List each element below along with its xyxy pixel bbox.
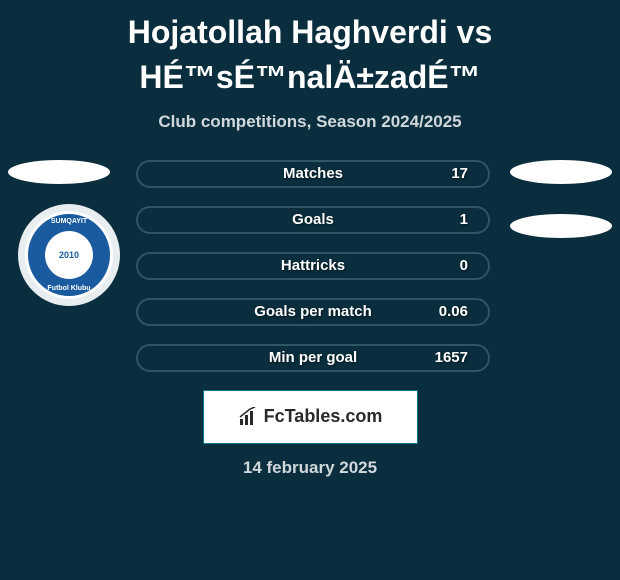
- stat-value: 0: [460, 257, 468, 274]
- stat-label: Matches: [283, 165, 343, 182]
- club-name-bottom: Futbol Klubu: [47, 285, 90, 292]
- subtitle: Club competitions, Season 2024/2025: [0, 100, 620, 160]
- stat-row: Min per goal 1657: [136, 344, 490, 372]
- club-name-top: SUMQAYIT: [51, 218, 87, 225]
- club-year: 2010: [45, 231, 93, 279]
- club-logo-badge: SUMQAYIT 2010 Futbol Klubu: [25, 211, 113, 299]
- stats-list: Matches 17 Goals 1 Hattricks 0 Goals per…: [136, 160, 490, 372]
- stat-value: 17: [451, 165, 468, 182]
- stat-value: 1657: [435, 349, 468, 366]
- stat-row: Goals 1: [136, 206, 490, 234]
- left-pill-placeholder: [8, 160, 110, 184]
- footer-source: FcTables.com: [203, 390, 418, 444]
- stat-value: 0.06: [439, 303, 468, 320]
- stat-label: Min per goal: [269, 349, 357, 366]
- stat-row: Hattricks 0: [136, 252, 490, 280]
- stat-row: Goals per match 0.06: [136, 298, 490, 326]
- stat-label: Goals per match: [254, 303, 372, 320]
- right-pill-placeholder-1: [510, 160, 612, 184]
- page-title: Hojatollah Haghverdi vs HÉ™sÉ™nalÄ±zadÉ™: [0, 0, 620, 100]
- right-pill-placeholder-2: [510, 214, 612, 238]
- stat-row: Matches 17: [136, 160, 490, 188]
- stats-container: SUMQAYIT 2010 Futbol Klubu Matches 17 Go…: [0, 160, 620, 372]
- stat-label: Hattricks: [281, 257, 345, 274]
- stat-label: Goals: [292, 211, 334, 228]
- stat-value: 1: [460, 211, 468, 228]
- chart-icon: [238, 407, 258, 427]
- club-logo: SUMQAYIT 2010 Futbol Klubu: [18, 204, 120, 306]
- date-text: 14 february 2025: [0, 444, 620, 478]
- footer-text: FcTables.com: [264, 406, 383, 427]
